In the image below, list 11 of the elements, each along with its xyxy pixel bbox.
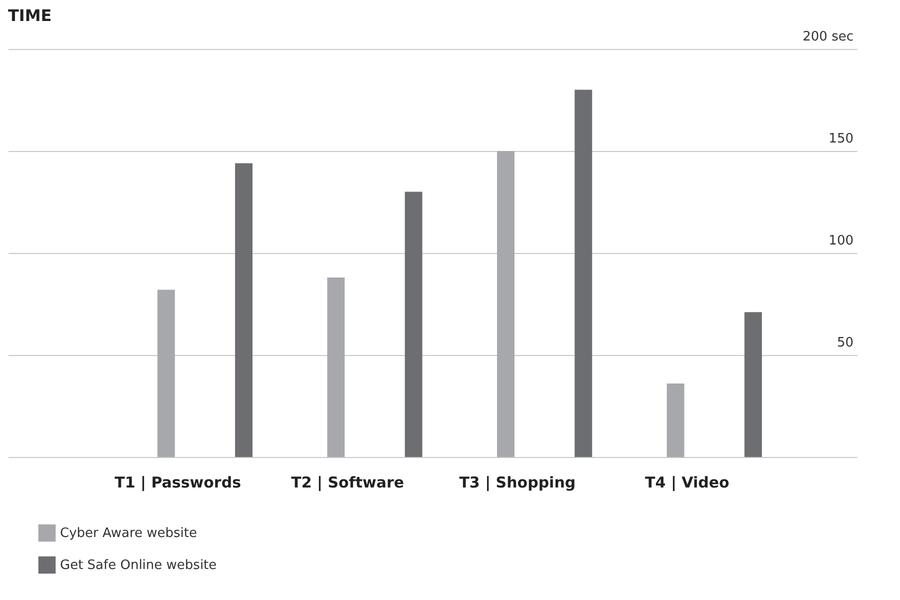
chart-title: TIME bbox=[8, 6, 52, 25]
x-tick-label: T2 | Software bbox=[291, 474, 404, 492]
legend-label: Get Safe Online website bbox=[60, 558, 217, 573]
y-tick-label: 50 bbox=[836, 336, 854, 350]
y-tick-label: 150 bbox=[828, 132, 854, 146]
x-tick-label: T1 | Passwords bbox=[114, 474, 242, 492]
x-tick-label: T4 | Video bbox=[645, 474, 730, 492]
y-tick-label: 100 bbox=[828, 234, 854, 248]
legend-label: Cyber Aware website bbox=[60, 526, 198, 541]
x-tick-label: T3 | Shopping bbox=[459, 474, 576, 492]
y-tick-label: 200 sec bbox=[802, 30, 854, 44]
